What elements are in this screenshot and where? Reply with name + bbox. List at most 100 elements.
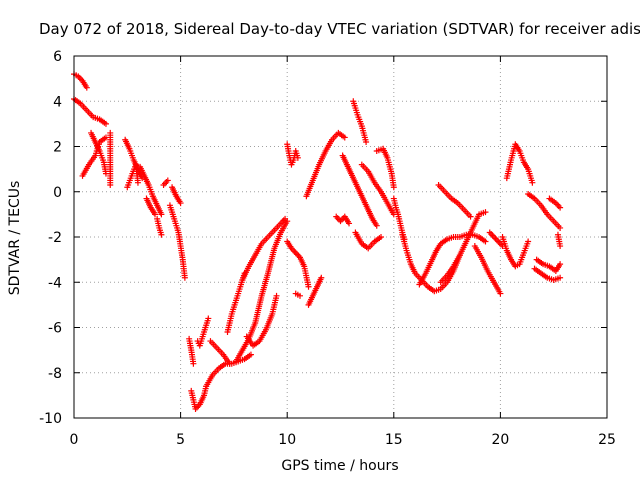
data-series-arc-45 <box>533 256 564 274</box>
data-series-arc-43 <box>525 191 564 231</box>
data-point <box>497 290 504 297</box>
data-point <box>158 211 165 218</box>
data-series-arc-16 <box>194 315 212 349</box>
data-point <box>294 154 301 161</box>
data-point <box>190 360 197 367</box>
data-point <box>134 179 141 186</box>
data-point <box>557 204 564 211</box>
plot-frame <box>73 55 608 419</box>
data-point <box>296 292 303 299</box>
x-tick-label: 5 <box>176 432 185 448</box>
data-series <box>71 71 564 412</box>
data-series-arc-42 <box>499 234 532 270</box>
data-point <box>83 84 90 91</box>
y-tick-label: -6 <box>48 321 62 337</box>
data-series-arc-21 <box>243 292 280 349</box>
data-series-arc-41 <box>503 141 536 186</box>
data-point <box>177 200 184 207</box>
data-point <box>318 274 325 281</box>
data-point <box>390 184 397 191</box>
y-tick-label: -10 <box>39 411 62 427</box>
data-point <box>557 224 564 231</box>
data-point <box>378 234 385 240</box>
data-point <box>158 231 165 238</box>
y-tick-label: -4 <box>48 275 62 291</box>
data-point <box>557 274 564 281</box>
data-series-arc-9 <box>143 195 159 218</box>
data-point <box>482 238 489 245</box>
data-series-arc-27 <box>303 129 348 200</box>
data-point <box>305 283 312 290</box>
data-series-arc-10 <box>154 215 165 238</box>
data-series-arc-29 <box>339 152 380 229</box>
x-axis-label: GPS time / hours <box>281 458 398 474</box>
tick-labels: 0 5 10 15 20 25 -10 -8 -6 -4 -2 0 2 4 6 <box>39 49 616 448</box>
data-series-arc-46 <box>546 195 564 211</box>
data-point <box>525 238 532 245</box>
data-series-arc-36 <box>416 231 489 288</box>
axis-ticks <box>73 55 608 419</box>
data-series-arc-15 <box>188 383 210 412</box>
data-point <box>341 134 348 141</box>
data-series-arc-2 <box>71 95 109 127</box>
data-series-arc-31 <box>352 229 385 252</box>
data-series-arc-26 <box>305 274 325 308</box>
data-series-arc-33 <box>373 145 397 191</box>
data-point <box>557 243 564 250</box>
x-tick-label: 15 <box>385 432 403 448</box>
x-tick-label: 0 <box>70 432 79 448</box>
data-point <box>273 292 280 299</box>
y-tick-label: 0 <box>53 185 62 201</box>
data-series-arc-28 <box>333 213 353 227</box>
data-point <box>226 360 233 367</box>
data-point <box>373 222 380 229</box>
data-point <box>107 181 114 188</box>
data-series-arc-24 <box>284 238 312 290</box>
y-tick-label: -8 <box>48 366 62 382</box>
grid <box>74 56 607 418</box>
y-tick-label: 2 <box>53 140 62 156</box>
x-tick-label: 25 <box>598 432 616 448</box>
data-series-arc-23 <box>284 141 301 168</box>
data-series-arc-3 <box>79 134 109 179</box>
data-series-arc-37 <box>437 209 489 286</box>
y-tick-label: -2 <box>48 230 62 246</box>
data-series-arc-11 <box>160 177 171 188</box>
data-point <box>482 209 489 216</box>
data-series-arc-47 <box>554 231 564 250</box>
data-series-arc-44 <box>531 265 564 283</box>
data-point <box>529 179 536 186</box>
data-series-arc-8 <box>137 163 165 218</box>
data-series-arc-14 <box>186 335 197 367</box>
data-series-arc-22 <box>239 215 289 283</box>
y-axis-label: SDTVAR / TECUs <box>7 181 23 296</box>
data-series-arc-12 <box>166 202 188 281</box>
data-point <box>152 211 159 218</box>
data-point <box>363 138 370 145</box>
data-series-arc-25 <box>292 290 303 299</box>
data-series-arc-17 <box>203 351 254 390</box>
data-series-arc-38 <box>435 181 474 220</box>
data-point <box>181 274 188 281</box>
data-point <box>282 215 289 222</box>
data-series-arc-18 <box>207 338 233 367</box>
data-point <box>346 220 353 227</box>
data-series-arc-4 <box>88 129 109 177</box>
data-point <box>102 120 109 127</box>
data-series-arc-20 <box>233 218 291 365</box>
y-tick-label: 6 <box>53 49 62 65</box>
data-series-arc-13 <box>169 184 184 207</box>
data-series-arc-5 <box>107 129 114 188</box>
data-point <box>557 261 564 268</box>
data-point <box>467 213 474 220</box>
data-point <box>164 177 171 184</box>
x-tick-label: 20 <box>491 432 509 448</box>
x-tick-label: 10 <box>278 432 296 448</box>
chart-title: Day 072 of 2018, Sidereal Day-to-day VTE… <box>39 20 640 38</box>
y-tick-label: 4 <box>53 94 62 110</box>
data-series-arc-39 <box>471 243 504 297</box>
data-series-arc-40 <box>486 229 506 250</box>
data-point <box>205 315 212 322</box>
data-point <box>247 351 254 358</box>
